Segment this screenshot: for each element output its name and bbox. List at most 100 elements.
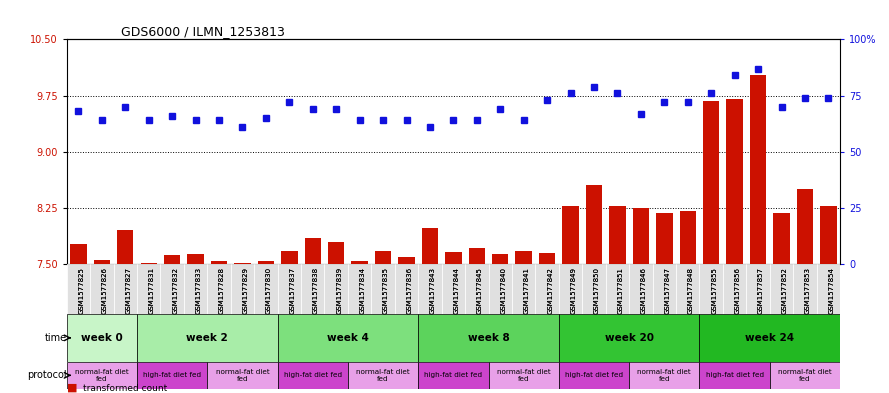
Bar xyxy=(184,264,207,314)
Bar xyxy=(559,362,629,389)
Text: GSM1577846: GSM1577846 xyxy=(641,266,647,314)
Text: GSM1577843: GSM1577843 xyxy=(430,266,436,314)
Text: ■: ■ xyxy=(67,383,77,393)
Bar xyxy=(656,213,672,264)
Bar xyxy=(328,242,344,264)
Bar xyxy=(703,101,719,264)
Text: GSM1577847: GSM1577847 xyxy=(664,266,670,314)
Text: GSM1577845: GSM1577845 xyxy=(477,266,483,314)
Bar xyxy=(586,185,602,264)
Text: GSM1577837: GSM1577837 xyxy=(289,266,295,314)
Text: GSM1577841: GSM1577841 xyxy=(524,266,530,314)
Text: GSM1577851: GSM1577851 xyxy=(618,266,623,314)
Text: GSM1577849: GSM1577849 xyxy=(571,266,577,314)
Bar xyxy=(535,264,559,314)
Bar xyxy=(418,264,442,314)
Bar xyxy=(375,251,391,264)
Bar xyxy=(559,264,582,314)
Text: GSM1577827: GSM1577827 xyxy=(125,266,132,314)
Text: GSM1577855: GSM1577855 xyxy=(711,266,717,314)
Text: GSM1577838: GSM1577838 xyxy=(313,266,319,314)
Bar xyxy=(418,362,489,389)
Bar xyxy=(231,264,254,314)
Text: GSM1577840: GSM1577840 xyxy=(501,266,506,314)
Text: GSM1577843: GSM1577843 xyxy=(430,266,436,314)
Text: week 2: week 2 xyxy=(187,333,228,343)
Text: GSM1577834: GSM1577834 xyxy=(360,266,365,314)
Bar xyxy=(773,213,789,264)
Text: GSM1577840: GSM1577840 xyxy=(501,266,506,314)
Text: GSM1577851: GSM1577851 xyxy=(618,266,623,314)
Text: GSM1577846: GSM1577846 xyxy=(641,266,647,314)
Text: GSM1577827: GSM1577827 xyxy=(125,266,132,314)
Text: GSM1577836: GSM1577836 xyxy=(406,266,412,314)
Bar xyxy=(493,253,509,264)
Text: GSM1577854: GSM1577854 xyxy=(829,266,835,314)
Text: high-fat diet fed: high-fat diet fed xyxy=(706,372,764,378)
Bar xyxy=(281,252,298,264)
Bar xyxy=(348,362,418,389)
Bar xyxy=(793,264,817,314)
Text: GSM1577838: GSM1577838 xyxy=(313,266,319,314)
Text: GSM1577825: GSM1577825 xyxy=(78,266,84,314)
Bar xyxy=(137,264,160,314)
Text: GSM1577831: GSM1577831 xyxy=(148,266,155,314)
Text: GSM1577826: GSM1577826 xyxy=(102,266,108,314)
Text: week 4: week 4 xyxy=(327,333,369,343)
Bar xyxy=(489,362,559,389)
Text: time: time xyxy=(44,333,67,343)
Text: GSM1577831: GSM1577831 xyxy=(148,266,155,314)
Bar xyxy=(207,362,277,389)
Bar xyxy=(277,264,301,314)
Text: GSM1577832: GSM1577832 xyxy=(172,266,178,314)
Text: GSM1577857: GSM1577857 xyxy=(758,266,764,314)
Bar xyxy=(609,206,626,264)
Bar xyxy=(605,264,629,314)
Bar xyxy=(211,261,228,264)
Text: GSM1577825: GSM1577825 xyxy=(78,266,84,314)
Text: GSM1577850: GSM1577850 xyxy=(594,266,600,314)
Bar xyxy=(67,314,137,362)
Bar xyxy=(700,314,840,362)
Bar xyxy=(398,257,414,264)
Bar xyxy=(188,254,204,264)
Text: week 0: week 0 xyxy=(81,333,123,343)
Text: GSM1577844: GSM1577844 xyxy=(453,266,460,314)
Bar xyxy=(445,252,461,264)
Bar xyxy=(563,206,579,264)
Text: transformed count: transformed count xyxy=(83,384,167,393)
Bar xyxy=(797,189,813,264)
Text: normal-fat diet
fed: normal-fat diet fed xyxy=(75,369,129,382)
Bar xyxy=(633,208,649,264)
Text: GSM1577826: GSM1577826 xyxy=(102,266,108,314)
Bar xyxy=(559,314,700,362)
Bar xyxy=(469,248,485,264)
Text: GSM1577852: GSM1577852 xyxy=(781,266,788,314)
Text: GSM1577850: GSM1577850 xyxy=(594,266,600,314)
Bar xyxy=(421,228,438,264)
Bar xyxy=(258,261,274,264)
Text: GSM1577839: GSM1577839 xyxy=(336,266,342,314)
Text: GSM1577839: GSM1577839 xyxy=(336,266,342,314)
Bar xyxy=(653,264,676,314)
Bar xyxy=(90,264,114,314)
Text: GSM1577856: GSM1577856 xyxy=(734,266,741,314)
Bar xyxy=(582,264,605,314)
Bar xyxy=(160,264,184,314)
Bar xyxy=(817,264,840,314)
Bar xyxy=(351,261,368,264)
Bar xyxy=(324,264,348,314)
Text: GSM1577833: GSM1577833 xyxy=(196,266,202,314)
Text: GSM1577857: GSM1577857 xyxy=(758,266,764,314)
Text: week 24: week 24 xyxy=(745,333,795,343)
Bar xyxy=(348,264,372,314)
Bar xyxy=(489,264,512,314)
Bar xyxy=(67,264,90,314)
Text: GSM1577842: GSM1577842 xyxy=(547,266,553,314)
Text: GDS6000 / ILMN_1253813: GDS6000 / ILMN_1253813 xyxy=(121,25,284,38)
Bar xyxy=(137,314,277,362)
Bar xyxy=(442,264,465,314)
Bar xyxy=(770,362,840,389)
Bar xyxy=(750,75,766,264)
Text: GSM1577829: GSM1577829 xyxy=(243,266,248,314)
